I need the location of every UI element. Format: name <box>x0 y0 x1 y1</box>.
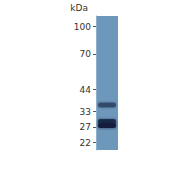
svg-text:44: 44 <box>80 85 92 95</box>
svg-text:33: 33 <box>80 107 91 117</box>
svg-text:27: 27 <box>80 122 91 132</box>
svg-text:100: 100 <box>74 22 91 32</box>
svg-text:kDa: kDa <box>70 3 88 13</box>
svg-text:22: 22 <box>80 138 91 148</box>
svg-text:70: 70 <box>80 49 92 59</box>
